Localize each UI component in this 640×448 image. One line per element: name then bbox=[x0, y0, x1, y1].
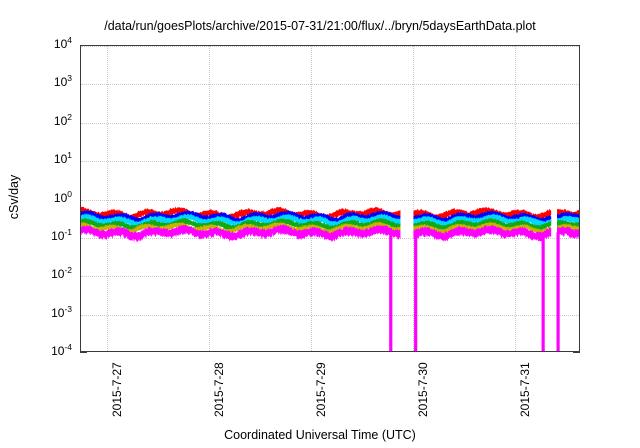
y-tick-label: 102 bbox=[53, 111, 72, 128]
series-band-channel-magenta bbox=[557, 225, 579, 240]
y-tick-label: 10-3 bbox=[51, 303, 72, 320]
x-tick-label: 2015-7-31 bbox=[517, 362, 532, 417]
y-tick-mark bbox=[80, 352, 87, 353]
y-tick-label: 10-2 bbox=[51, 265, 72, 282]
y-axis-label: cSv/day bbox=[7, 174, 21, 220]
gridline-vertical bbox=[412, 46, 414, 351]
gridline-horizontal bbox=[81, 314, 579, 316]
gridline-horizontal bbox=[81, 199, 579, 201]
gridline-horizontal bbox=[81, 276, 579, 278]
series-band-channel-magenta bbox=[81, 224, 401, 243]
x-tick-label: 2015-7-29 bbox=[313, 362, 328, 417]
plot-area bbox=[80, 45, 580, 352]
gridline-horizontal bbox=[81, 46, 579, 47]
x-axis-label: Coordinated Universal Time (UTC) bbox=[224, 428, 416, 442]
y-tick-label: 100 bbox=[53, 188, 72, 205]
gridline-horizontal bbox=[81, 122, 579, 124]
y-tick-label: 10-4 bbox=[51, 342, 72, 358]
series-plot-canvas bbox=[81, 206, 579, 351]
y-tick-label: 101 bbox=[53, 150, 72, 167]
x-tick-label: 2015-7-27 bbox=[109, 362, 124, 417]
y-tick-label: 10-1 bbox=[51, 226, 72, 243]
x-tick-label: 2015-7-28 bbox=[211, 362, 226, 417]
y-tick-label: 103 bbox=[53, 73, 72, 90]
y-tick-label: 104 bbox=[53, 35, 72, 51]
gridline-horizontal bbox=[81, 84, 579, 86]
gridline-vertical bbox=[514, 46, 516, 351]
chart-title: /data/run/goesPlots/archive/2015-07-31/2… bbox=[104, 19, 536, 33]
gridline-vertical bbox=[208, 46, 210, 351]
gridline-horizontal bbox=[81, 161, 579, 163]
x-tick-label: 2015-7-30 bbox=[415, 362, 430, 417]
gridline-vertical bbox=[310, 46, 312, 351]
series-band-channel-magenta bbox=[413, 224, 552, 243]
y-tick-mark bbox=[573, 352, 580, 353]
gridline-vertical bbox=[106, 46, 108, 351]
